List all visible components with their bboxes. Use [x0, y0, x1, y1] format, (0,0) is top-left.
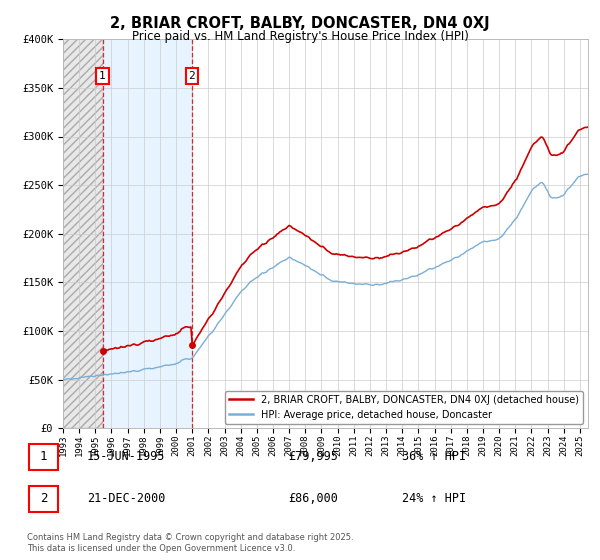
- Text: 21-DEC-2000: 21-DEC-2000: [87, 492, 166, 505]
- FancyBboxPatch shape: [29, 486, 58, 512]
- Text: 36% ↑ HPI: 36% ↑ HPI: [402, 450, 466, 463]
- Text: 1: 1: [99, 71, 106, 81]
- Text: 2: 2: [188, 71, 195, 81]
- Text: £79,995: £79,995: [288, 450, 338, 463]
- FancyBboxPatch shape: [29, 444, 58, 470]
- Text: 1: 1: [40, 450, 47, 464]
- Text: 15-JUN-1995: 15-JUN-1995: [87, 450, 166, 463]
- Text: £86,000: £86,000: [288, 492, 338, 505]
- Text: 24% ↑ HPI: 24% ↑ HPI: [402, 492, 466, 505]
- Text: Price paid vs. HM Land Registry's House Price Index (HPI): Price paid vs. HM Land Registry's House …: [131, 30, 469, 43]
- Text: Contains HM Land Registry data © Crown copyright and database right 2025.
This d: Contains HM Land Registry data © Crown c…: [27, 533, 353, 553]
- Text: 2: 2: [40, 492, 47, 506]
- Text: 2, BRIAR CROFT, BALBY, DONCASTER, DN4 0XJ: 2, BRIAR CROFT, BALBY, DONCASTER, DN4 0X…: [110, 16, 490, 31]
- Legend: 2, BRIAR CROFT, BALBY, DONCASTER, DN4 0XJ (detached house), HPI: Average price, : 2, BRIAR CROFT, BALBY, DONCASTER, DN4 0X…: [225, 391, 583, 423]
